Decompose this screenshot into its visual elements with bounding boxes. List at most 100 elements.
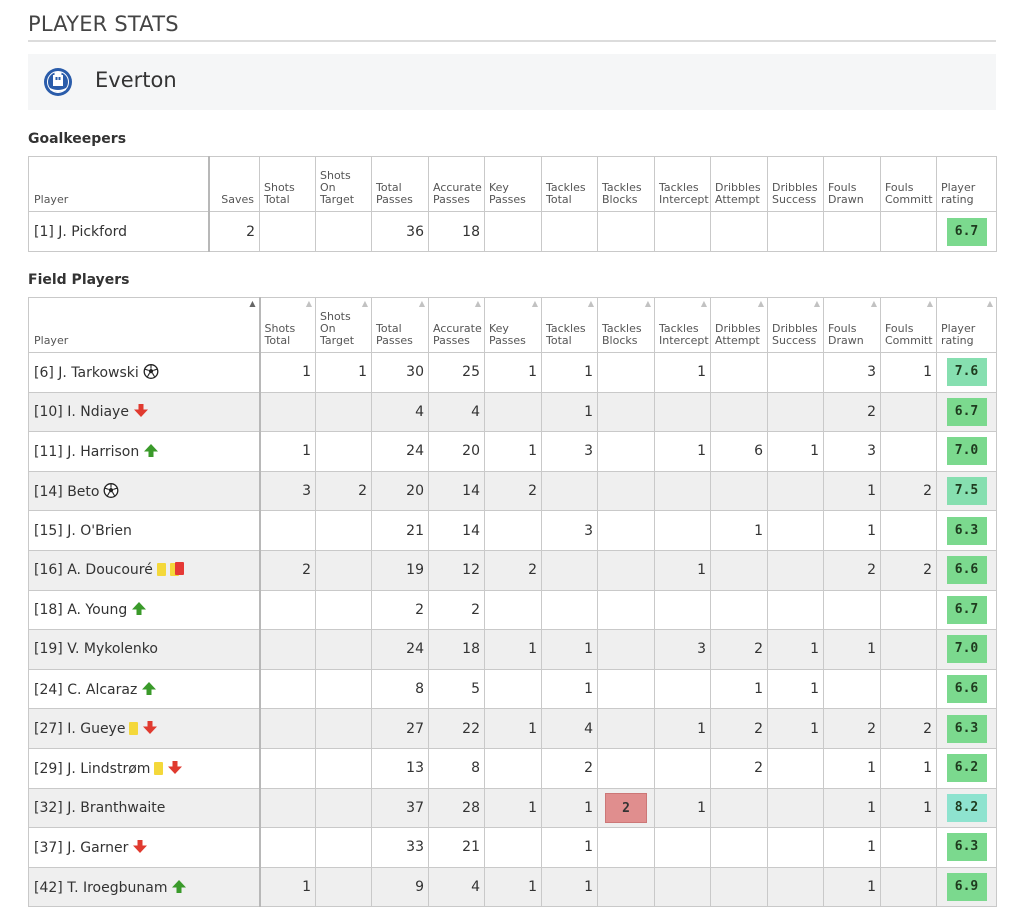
stat-cell-shots-on bbox=[315, 510, 372, 551]
player-name[interactable]: [27] I. Gueye bbox=[34, 721, 126, 738]
sort-arrow-icon: ▲ bbox=[870, 299, 877, 308]
table-row: [14] Beto 3 2 20 14 2 1 2 7.5 bbox=[28, 470, 997, 512]
stat-cell-drib-succ: 1 bbox=[767, 431, 824, 472]
stat-cell-total-passes: 24 bbox=[371, 629, 429, 670]
stat-cell-tackles-int bbox=[654, 589, 711, 631]
player-name[interactable]: [10] I. Ndiaye bbox=[34, 404, 129, 421]
col-header-label: Key Passes bbox=[489, 322, 526, 347]
stat-cell-drib-succ bbox=[767, 787, 824, 829]
stat-cell-tackles-blocks bbox=[597, 668, 655, 710]
col-header-label: Fouls Drawn bbox=[828, 181, 864, 206]
stat-value: 1 bbox=[867, 522, 876, 539]
col-header-shots-on-target[interactable]: Shots On Target ▲ bbox=[315, 297, 372, 353]
stat-value: 1 bbox=[867, 839, 876, 856]
stat-cell-shots-on bbox=[315, 747, 372, 789]
stat-cell-key-passes: 1 bbox=[484, 352, 542, 393]
col-header-total-passes[interactable]: Total Passes ▲ bbox=[371, 297, 429, 353]
col-header-label: Accurate Passes bbox=[433, 322, 482, 347]
stat-cell-fouls-drawn: 1 bbox=[823, 470, 881, 512]
player-name-cell: [19] V. Mykolenko bbox=[28, 629, 261, 670]
table-row: [18] A. Young 2 2 6.7 bbox=[28, 589, 997, 631]
stat-cell-tackles-blocks: 2 bbox=[597, 787, 655, 829]
player-name[interactable]: [24] C. Alcaraz bbox=[34, 681, 138, 698]
player-name[interactable]: [14] Beto bbox=[34, 483, 100, 500]
col-header-player-rating[interactable]: Player rating ▲ bbox=[936, 297, 997, 353]
stat-cell-shots-total bbox=[259, 708, 316, 749]
stat-cell-acc-passes: 18 bbox=[428, 629, 485, 670]
stat-cell-tackles-int bbox=[654, 866, 711, 908]
player-name[interactable]: [15] J. O'Brien bbox=[34, 522, 132, 539]
stat-cell-fouls-comm: 2 bbox=[880, 470, 937, 512]
col-header-tackles-intercept[interactable]: Tackles Intercept ▲ bbox=[654, 297, 711, 353]
col-header-shots-total[interactable]: Shots Total ▲ bbox=[259, 297, 316, 353]
player-name[interactable]: [1] J. Pickford bbox=[34, 223, 128, 240]
stat-value: 1 bbox=[584, 403, 593, 420]
stat-value: 36 bbox=[406, 223, 424, 240]
stat-cell-tackles-total: 1 bbox=[541, 352, 598, 393]
stat-cell-fouls-comm bbox=[880, 866, 937, 908]
col-header-label: Key Passes bbox=[489, 181, 526, 206]
col-header-dribbles-attempt[interactable]: Dribbles Attempt ▲ bbox=[710, 297, 768, 353]
stat-cell-shots-on bbox=[315, 787, 372, 829]
player-rating-cell: 8.2 bbox=[936, 787, 997, 829]
col-header-dribbles-success[interactable]: Dribbles Success ▲ bbox=[767, 297, 824, 353]
player-rating-cell: 7.0 bbox=[936, 431, 997, 472]
goalkeepers-section-title: Goalkeepers bbox=[28, 131, 127, 147]
stat-cell-key-passes: 2 bbox=[484, 470, 542, 512]
stat-cell-total-passes: 37 bbox=[371, 787, 429, 829]
player-name-cell: [37] J. Garner bbox=[28, 827, 261, 868]
stat-value: 14 bbox=[462, 522, 480, 539]
player-name[interactable]: [42] T. Iroegbunam bbox=[34, 879, 168, 896]
stat-value: 4 bbox=[471, 403, 480, 420]
yellow-card-icon bbox=[129, 722, 139, 736]
stat-cell-tackles-blocks bbox=[597, 866, 655, 908]
player-rating-cell: 6.7 bbox=[936, 211, 997, 252]
stat-cell-fouls-comm: 1 bbox=[880, 787, 937, 829]
stat-cell-tackles-int: 1 bbox=[654, 708, 711, 749]
col-header-accurate-passes[interactable]: Accurate Passes ▲ bbox=[428, 297, 485, 353]
col-header-fouls-drawn[interactable]: Fouls Drawn ▲ bbox=[823, 297, 881, 353]
col-header-tackles-total[interactable]: Tackles Total ▲ bbox=[541, 297, 598, 353]
col-header-tackles-blocks[interactable]: Tackles Blocks ▲ bbox=[597, 297, 655, 353]
title-divider bbox=[28, 40, 996, 42]
stat-value: 2 bbox=[358, 483, 367, 500]
col-header-fouls-committ[interactable]: Fouls Committ ▲ bbox=[880, 297, 937, 353]
col-header-label: Shots Total bbox=[264, 181, 295, 206]
col-header-key-passes[interactable]: Key Passes ▲ bbox=[484, 297, 542, 353]
stat-value: 5 bbox=[471, 681, 480, 698]
stat-cell-fouls-comm bbox=[880, 827, 937, 868]
stat-cell-acc-passes: 4 bbox=[428, 391, 485, 433]
stat-cell-shots-on bbox=[315, 708, 372, 749]
player-name[interactable]: [29] J. Lindstrøm bbox=[34, 760, 151, 777]
stat-cell-drib-succ bbox=[767, 352, 824, 393]
player-name[interactable]: [18] A. Young bbox=[34, 602, 128, 619]
player-name-cell: [10] I. Ndiaye bbox=[28, 391, 261, 433]
player-name-cell: [15] J. O'Brien bbox=[28, 510, 261, 551]
player-name-cell: [6] J. Tarkowski bbox=[28, 352, 261, 393]
stat-cell-drib-att: 2 bbox=[710, 708, 768, 749]
team-name: Everton bbox=[95, 68, 177, 92]
player-name[interactable]: [16] A. Doucouré bbox=[34, 562, 153, 579]
stat-cell-tackles-int bbox=[654, 510, 711, 551]
col-header-shots-on-target: Shots On Target bbox=[315, 156, 372, 212]
player-name[interactable]: [19] V. Mykolenko bbox=[34, 641, 158, 658]
sub-out-arrow-icon bbox=[133, 404, 148, 418]
player-rating-badge: 6.7 bbox=[946, 595, 987, 624]
stat-value: 3 bbox=[697, 641, 706, 658]
table-row: [32] J. Branthwaite 37 28 1 1 2 1 1 1 8.2 bbox=[28, 787, 997, 829]
stat-value: 1 bbox=[810, 641, 819, 658]
stat-value: 2 bbox=[867, 562, 876, 579]
col-header-player-rating: Player rating bbox=[936, 156, 997, 212]
player-name[interactable]: [32] J. Branthwaite bbox=[34, 799, 166, 816]
col-header-player[interactable]: Player ▲ bbox=[28, 297, 261, 353]
player-name[interactable]: [6] J. Tarkowski bbox=[34, 364, 139, 381]
table-row: [10] I. Ndiaye 4 4 1 2 6.7 bbox=[28, 391, 997, 433]
stat-cell-tackles-int bbox=[654, 211, 711, 252]
player-name[interactable]: [37] J. Garner bbox=[34, 839, 129, 856]
player-name-cell: [18] A. Young bbox=[28, 589, 261, 631]
stat-cell-shots-total bbox=[259, 629, 316, 670]
stat-value: 2 bbox=[528, 562, 537, 579]
player-name[interactable]: [11] J. Harrison bbox=[34, 443, 140, 460]
col-header-tackles-blocks: Tackles Blocks bbox=[597, 156, 655, 212]
stat-value: 1 bbox=[810, 720, 819, 737]
